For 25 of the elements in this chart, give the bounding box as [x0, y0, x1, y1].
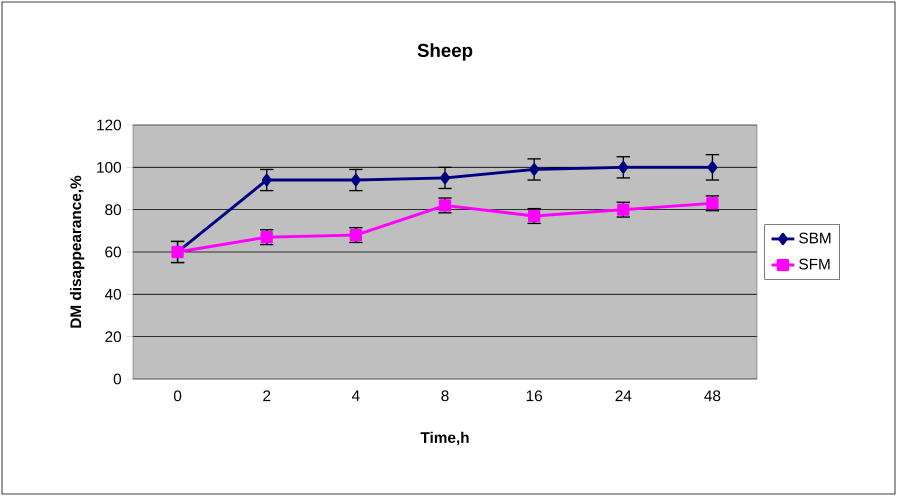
- x-tick-label: 8: [441, 390, 449, 402]
- point: [529, 163, 540, 176]
- point: [440, 172, 450, 184]
- point: [707, 161, 718, 174]
- point: [262, 174, 272, 186]
- x-axis-title: Time,h: [420, 432, 469, 446]
- y-tick-label: 40: [104, 288, 122, 300]
- x-tick-label: 4: [352, 390, 360, 401]
- x-tick-label: 24: [616, 390, 632, 402]
- x-tick-label: 2: [263, 390, 270, 402]
- y-axis-title: DM disappearance,%: [70, 176, 84, 328]
- y-tick-label: 120: [97, 120, 122, 130]
- chart-title: Sheep: [418, 43, 472, 61]
- point: [350, 174, 361, 186]
- y-tick-label: 100: [97, 162, 122, 173]
- x-tick-label: 48: [704, 390, 720, 402]
- x-tick-label: 16: [526, 390, 542, 402]
- legend-label: SBM: [799, 232, 830, 244]
- point: [618, 161, 628, 174]
- y-tick-label: 60: [105, 246, 122, 258]
- y-tick-label: 0: [114, 374, 122, 384]
- y-tick-label: 20: [105, 331, 122, 342]
- y-tick-label: 80: [105, 204, 122, 216]
- x-tick-label: 0: [174, 390, 182, 402]
- legend-label: SFM: [799, 258, 830, 270]
